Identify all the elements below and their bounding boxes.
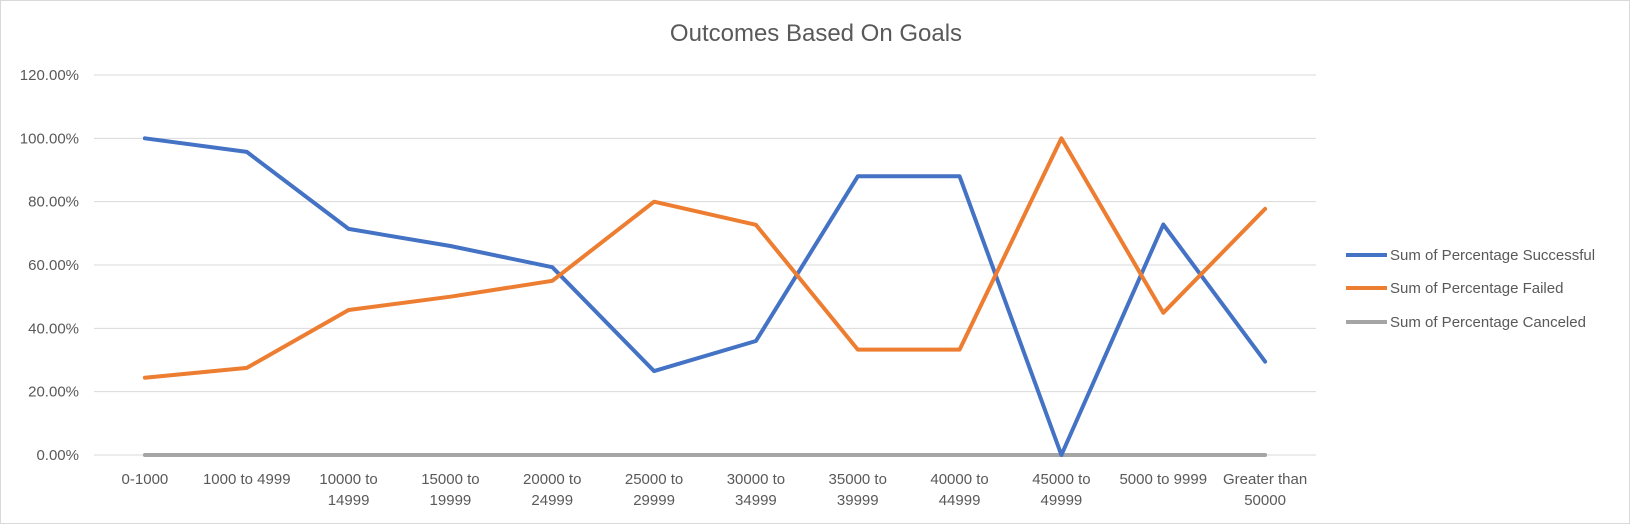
x-axis-tick-labels: 0-1000 1000 to 4999 10000 to 14999 15000 to 1… xyxy=(122,471,1308,509)
x-tick-label: 0-1000 xyxy=(122,471,169,488)
x-tick-label: 15000 to 19999 xyxy=(421,471,479,509)
gridlines xyxy=(94,74,1316,456)
series-line-0 xyxy=(142,136,1268,457)
x-tick-label: 40000 to 44999 xyxy=(930,471,988,509)
y-tick-label: 0.00% xyxy=(36,447,79,464)
y-tick-label: 20.00% xyxy=(28,384,79,401)
x-tick-label: 35000 to 39999 xyxy=(829,471,887,509)
series-line-1 xyxy=(142,136,1268,380)
chart-title: Outcomes Based On Goals xyxy=(670,20,962,47)
y-tick-label: 60.00% xyxy=(28,257,79,274)
x-tick-label: 20000 to 24999 xyxy=(523,471,581,509)
x-tick-label: 10000 to 14999 xyxy=(319,471,377,509)
y-tick-label: 120.00% xyxy=(20,67,79,84)
legend: Sum of Percentage Successful Sum of Perce… xyxy=(1346,247,1595,331)
y-axis-tick-labels: 0.00% 20.00% 40.00% 60.00% 80.00% 100.00% 120.… xyxy=(20,67,79,464)
x-tick-label: 5000 to 9999 xyxy=(1119,471,1207,488)
x-tick-label: Greater than 50000 xyxy=(1223,471,1307,509)
y-tick-label: 40.00% xyxy=(28,320,79,337)
y-tick-label: 80.00% xyxy=(28,194,79,211)
x-tick-label: 25000 to 29999 xyxy=(625,471,683,509)
x-tick-label: 45000 to 49999 xyxy=(1032,471,1090,509)
y-tick-label: 100.00% xyxy=(20,130,79,147)
series-lines xyxy=(142,136,1268,457)
legend-label: Sum of Percentage Successful xyxy=(1390,247,1595,264)
legend-label: Sum of Percentage Failed xyxy=(1390,280,1563,297)
x-tick-label: 30000 to 34999 xyxy=(727,471,785,509)
x-tick-label: 1000 to 4999 xyxy=(203,471,291,488)
legend-label: Sum of Percentage Canceled xyxy=(1390,314,1586,331)
